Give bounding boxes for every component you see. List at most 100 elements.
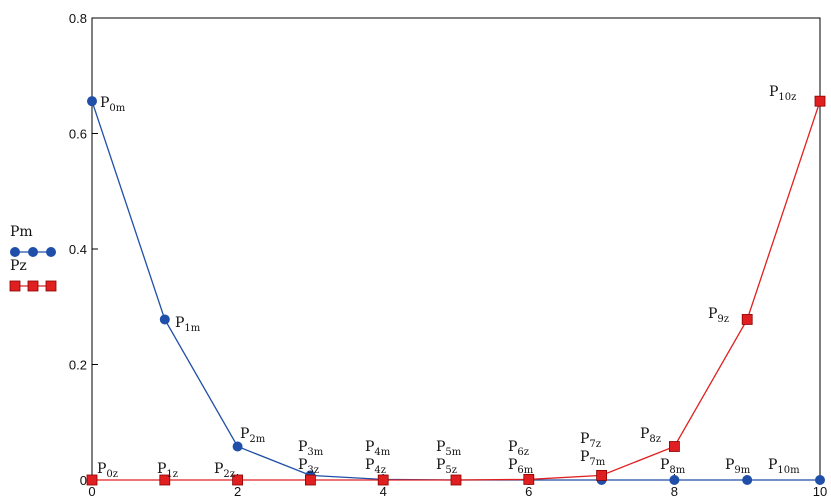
point-label-sub: 9z bbox=[717, 314, 729, 325]
data-point-pm bbox=[742, 475, 753, 485]
point-label-base: P bbox=[580, 449, 589, 465]
x-tick-label: 6 bbox=[525, 484, 532, 499]
point-label-base: P bbox=[298, 457, 307, 473]
point-label-base: P bbox=[157, 461, 166, 477]
point-label-base: P bbox=[214, 461, 223, 477]
data-point-pz bbox=[86, 474, 98, 486]
point-label-base: P bbox=[708, 306, 717, 322]
x-tick-label: 4 bbox=[380, 484, 387, 499]
point-label: P9m bbox=[725, 457, 751, 476]
data-point-pm bbox=[669, 475, 680, 485]
data-point-pz bbox=[304, 474, 316, 486]
point-label-base: P bbox=[436, 439, 445, 455]
point-label: P6z bbox=[508, 439, 529, 458]
point-label-base: P bbox=[436, 457, 445, 473]
point-label-sub: 1z bbox=[166, 469, 178, 480]
point-label: P3z bbox=[298, 457, 319, 476]
legend-marker bbox=[9, 280, 21, 292]
point-label-sub: 9m bbox=[734, 465, 750, 476]
data-point-pz bbox=[450, 474, 462, 486]
point-label-base: P bbox=[240, 426, 249, 442]
point-label-base: P bbox=[508, 457, 517, 473]
point-label: P2m bbox=[240, 426, 266, 445]
data-point-pz bbox=[596, 469, 607, 481]
x-tick-label: 8 bbox=[671, 484, 678, 499]
point-label: P1m bbox=[175, 315, 201, 334]
point-label: P4m bbox=[365, 439, 391, 458]
data-point-pz bbox=[159, 474, 171, 486]
point-label: P4z bbox=[365, 457, 386, 476]
y-axis: 0 0.2 0.4 0.6 0.8 bbox=[69, 11, 98, 488]
point-label: P3m bbox=[298, 439, 324, 458]
point-label: P5m bbox=[436, 439, 462, 458]
series-line-pm bbox=[91, 100, 820, 481]
legend-marker bbox=[10, 247, 20, 257]
point-label: P0z bbox=[97, 461, 118, 480]
point-label-base: P bbox=[365, 439, 374, 455]
y-tick-label: 0 bbox=[80, 473, 87, 488]
point-label-base: P bbox=[97, 461, 106, 477]
y-tick-label: 0.8 bbox=[69, 11, 87, 26]
y-tick-label: 0.4 bbox=[69, 242, 87, 257]
point-label-base: P bbox=[298, 439, 307, 455]
data-point-pm bbox=[87, 96, 97, 107]
series-markers bbox=[86, 95, 826, 486]
point-label-base: P bbox=[508, 439, 517, 455]
point-label-base: P bbox=[660, 457, 669, 473]
point-label-sub: 2m bbox=[249, 434, 265, 445]
point-label: P10m bbox=[768, 457, 800, 476]
series-line-pz bbox=[92, 100, 821, 481]
x-tick-label: 0 bbox=[88, 484, 95, 499]
data-point-pm bbox=[232, 441, 243, 452]
point-label-sub: 3m bbox=[307, 447, 323, 458]
point-label-base: P bbox=[365, 457, 374, 473]
data-point-pz bbox=[377, 474, 389, 486]
point-label-base: P bbox=[640, 426, 649, 442]
data-point-pm bbox=[159, 314, 170, 325]
legend-marker bbox=[46, 247, 56, 257]
x-tick-label: 2 bbox=[234, 484, 241, 499]
point-label-sub: 5m bbox=[445, 447, 461, 458]
point-label-sub: 0m bbox=[109, 103, 125, 114]
point-label-sub: 4m bbox=[374, 447, 390, 458]
point-label-base: P bbox=[725, 457, 734, 473]
point-label-sub: 6m bbox=[517, 465, 533, 476]
legend-label-pz: Pz bbox=[10, 258, 27, 274]
point-label-base: P bbox=[580, 431, 589, 447]
point-label-sub: 7m bbox=[589, 457, 605, 468]
point-label-base: P bbox=[100, 95, 109, 111]
point-label-sub: 1m bbox=[184, 323, 200, 334]
data-point-pz bbox=[741, 314, 753, 325]
point-label-sub: 3z bbox=[307, 465, 319, 476]
point-label-sub: 6z bbox=[517, 447, 529, 458]
series-lines bbox=[91, 100, 821, 481]
legend-marker bbox=[27, 280, 39, 292]
point-label: P1z bbox=[157, 461, 178, 480]
y-tick-label: 0.6 bbox=[69, 127, 87, 142]
point-label-sub: 10m bbox=[777, 465, 800, 476]
point-label: P8z bbox=[640, 426, 661, 445]
point-label-sub: 8z bbox=[649, 434, 661, 445]
plot-frame bbox=[91, 17, 821, 481]
point-label-base: P bbox=[769, 84, 778, 100]
point-label-sub: 10z bbox=[778, 92, 796, 103]
point-label: P8m bbox=[660, 457, 686, 476]
point-label: P9z bbox=[708, 306, 729, 325]
point-label: P5z bbox=[436, 457, 457, 476]
point-label-sub: 4z bbox=[374, 465, 386, 476]
data-point-pm bbox=[815, 475, 825, 485]
legend: Pm Pz bbox=[9, 224, 57, 292]
data-point-pz bbox=[523, 474, 535, 485]
point-label-sub: 2z bbox=[223, 469, 235, 480]
point-label: P10z bbox=[769, 84, 796, 103]
x-tick-label: 10 bbox=[813, 484, 827, 499]
legend-marker bbox=[28, 247, 38, 257]
point-label: P7m bbox=[580, 449, 606, 468]
point-label: P6m bbox=[508, 457, 534, 476]
legend-label-pm: Pm bbox=[10, 224, 33, 240]
point-label-sub: 7z bbox=[589, 439, 601, 450]
data-point-pz bbox=[669, 441, 680, 452]
point-label-sub: 8m bbox=[669, 465, 685, 476]
